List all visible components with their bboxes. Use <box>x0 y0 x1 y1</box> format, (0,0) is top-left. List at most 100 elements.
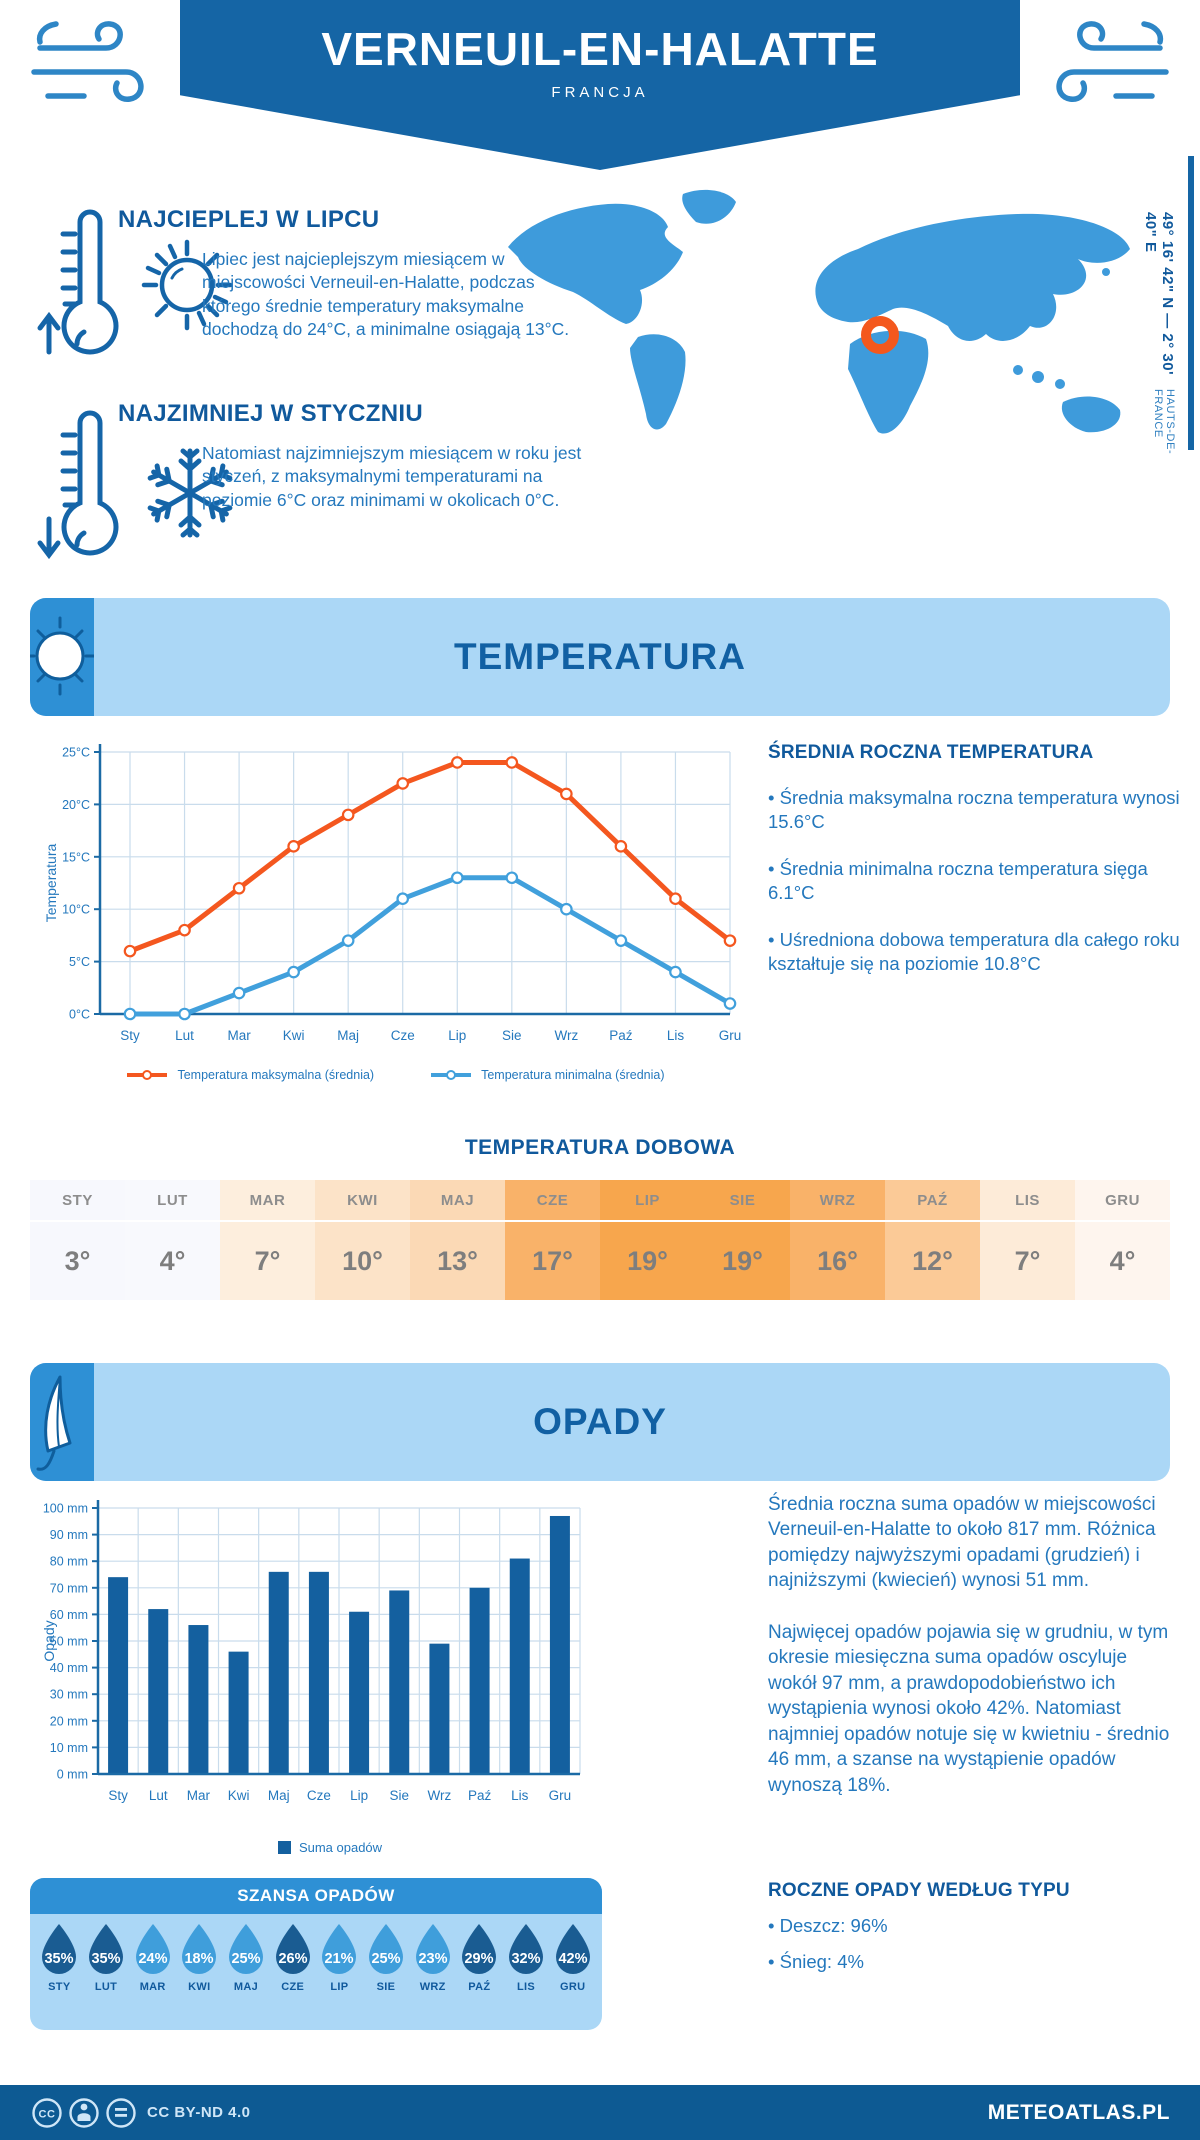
svg-text:80 mm: 80 mm <box>50 1555 88 1569</box>
header-banner: VERNEUIL-EN-HALATTE FRANCJA <box>180 0 1020 170</box>
svg-text:60 mm: 60 mm <box>50 1608 88 1622</box>
coordinates-block: 49° 16' 42" N — 2° 30' 40" E HAUTS-DE-FR… <box>1142 212 1176 482</box>
table-temperature-value: 19° <box>722 1245 763 1276</box>
drop-cell: 35% STY <box>36 1922 83 1993</box>
drop-month-label: LUT <box>94 1981 118 1993</box>
table-column: LUT 4° <box>125 1180 220 1300</box>
water-drop-icon: 18% <box>182 1924 217 1974</box>
table-column: KWI 10° <box>315 1180 410 1300</box>
drop-cell: 42% GRU <box>549 1922 596 1993</box>
snowflake-icon <box>135 448 245 548</box>
drop-cell: 24% MAR <box>129 1922 176 1993</box>
svg-text:Mar: Mar <box>187 1788 211 1803</box>
by-type-bullet: • Deszcz: 96% <box>768 1915 888 1936</box>
temperature-chart-legend: Temperatura maksymalna (średnia) Temperat… <box>40 1068 750 1082</box>
svg-text:21%: 21% <box>325 1951 354 1967</box>
svg-text:Paź: Paź <box>609 1028 633 1043</box>
svg-text:35%: 35% <box>91 1951 120 1967</box>
svg-text:5°C: 5°C <box>69 955 90 969</box>
svg-text:Gru: Gru <box>719 1028 742 1043</box>
legend-item: Temperatura minimalna (średnia) <box>429 1068 665 1082</box>
table-temperature-value: 4° <box>1109 1245 1136 1276</box>
water-drop-icon: 23% <box>415 1924 450 1974</box>
drop-month-label: WRZ <box>419 1981 446 1993</box>
svg-text:Wrz: Wrz <box>554 1028 578 1043</box>
country-subtitle: FRANCJA <box>551 84 649 101</box>
table-column: MAR 7° <box>220 1180 315 1300</box>
umbrella-banner-iconbox <box>30 1363 94 1481</box>
summary-bullet: • Średnia minimalna roczna temperatura s… <box>768 857 1148 904</box>
coldest-month-block: NAJZIMNIEJ W STYCZNIU Natomiast najzimni… <box>37 398 595 583</box>
by-type-bullet: • Śnieg: 4% <box>768 1951 864 1973</box>
svg-text:Lut: Lut <box>175 1028 194 1043</box>
site-name: METEOATLAS.PL <box>987 2100 1170 2124</box>
wind-icon <box>31 21 144 102</box>
table-month-header: WRZ <box>790 1180 885 1222</box>
legend-label: Temperatura minimalna (średnia) <box>481 1068 665 1082</box>
table-temperature-value: 12° <box>912 1245 953 1276</box>
wind-icon <box>1056 21 1169 102</box>
warmest-text: Lipiec jest najcieplejszym miesiącem w m… <box>202 249 570 339</box>
table-temperature-value: 16° <box>817 1245 858 1276</box>
table-month-header: KWI <box>315 1180 410 1222</box>
svg-text:30 mm: 30 mm <box>50 1688 88 1702</box>
temperature-line-chart: 0°C 5°C 10°C 15°C 20°C 25°C Sty Lut Mar Kwi Maj Cze… <box>43 744 742 1043</box>
warmest-title: NAJCIEPLEJ W LIPCU <box>118 206 380 233</box>
location-marker <box>861 316 899 354</box>
legend-item: Suma opadów <box>277 1840 382 1855</box>
svg-text:23%: 23% <box>418 1951 447 1967</box>
precipitation-section-title: OPADY <box>533 1401 667 1442</box>
svg-text:32%: 32% <box>511 1951 540 1967</box>
coldest-text: Natomiast najzimniejszym miesiącem w rok… <box>202 443 582 510</box>
table-column: CZE 17° <box>505 1180 600 1300</box>
legend-line-marker <box>127 1070 168 1080</box>
decorative-right-bar <box>1188 156 1194 450</box>
svg-text:15°C: 15°C <box>62 850 90 864</box>
thermometer-down-icon <box>37 410 119 560</box>
svg-text:Sty: Sty <box>120 1028 140 1043</box>
world-map <box>508 189 1130 434</box>
daily-temperature-table: STY 3° LUT 4° MAR 7° KWI 10° MAJ 13° CZE 17° LIP 19° S… <box>30 1180 1170 1300</box>
precipitation-chance-title: SZANSA OPADÓW <box>30 1878 602 1914</box>
svg-text:100 mm: 100 mm <box>43 1502 88 1516</box>
svg-text:Cze: Cze <box>307 1788 331 1803</box>
precipitation-section-banner: OPADY <box>30 1363 1170 1481</box>
svg-text:Lip: Lip <box>350 1788 368 1803</box>
table-column: MAJ 13° <box>410 1180 505 1300</box>
drop-cell: 18% KWI <box>176 1922 223 1993</box>
temperature-summary-panel: ŚREDNIA ROCZNA TEMPERATURA • Średnia mak… <box>768 742 1180 976</box>
legend-label: Temperatura maksymalna (średnia) <box>177 1068 375 1082</box>
drop-month-label: STY <box>48 1981 71 1993</box>
svg-text:Gru: Gru <box>549 1788 572 1803</box>
drop-cell: 35% LUT <box>83 1922 130 1993</box>
svg-text:29%: 29% <box>465 1951 494 1967</box>
thermometer-up-icon <box>37 209 119 355</box>
svg-text:Lis: Lis <box>667 1028 685 1043</box>
svg-text:10 mm: 10 mm <box>50 1741 88 1755</box>
drop-month-label: SIE <box>376 1981 396 1993</box>
svg-text:Wrz: Wrz <box>428 1788 452 1803</box>
table-month-header: CZE <box>505 1180 600 1222</box>
svg-text:Sty: Sty <box>108 1788 128 1803</box>
svg-text:Lip: Lip <box>448 1028 466 1043</box>
drop-cell: 23% WRZ <box>409 1922 456 1993</box>
water-drop-icon: 42% <box>555 1924 590 1974</box>
svg-text:Cze: Cze <box>391 1028 415 1043</box>
legend-square <box>277 1841 291 1854</box>
water-drop-icon: 26% <box>275 1924 310 1974</box>
sun-banner-iconbox <box>24 598 96 716</box>
table-column: LIP 19° <box>600 1180 695 1300</box>
svg-text:Maj: Maj <box>268 1788 290 1803</box>
water-drop-icon: 25% <box>368 1924 403 1974</box>
license-block: CC CC BY-ND 4.0 <box>30 2096 251 2130</box>
drop-month-label: CZE <box>281 1981 305 1993</box>
table-month-header: MAJ <box>410 1180 505 1222</box>
drop-month-label: LIP <box>330 1981 349 1993</box>
svg-text:20°C: 20°C <box>62 798 90 812</box>
legend-line-marker <box>431 1070 472 1080</box>
table-month-header: LUT <box>125 1180 220 1222</box>
svg-text:Lis: Lis <box>511 1788 529 1803</box>
table-column: SIE 19° <box>695 1180 790 1300</box>
svg-text:0 mm: 0 mm <box>57 1768 88 1782</box>
